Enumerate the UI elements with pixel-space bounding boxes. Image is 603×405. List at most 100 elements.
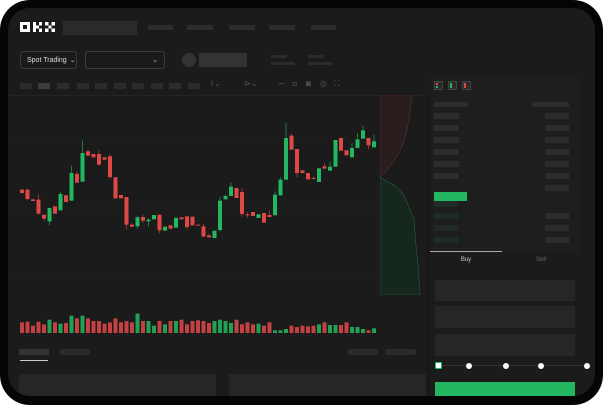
volume-bar — [97, 321, 101, 333]
slider-stop[interactable] — [503, 363, 509, 369]
filter-button[interactable] — [386, 349, 416, 355]
timeframe-button[interactable] — [151, 83, 163, 89]
tab-buy[interactable]: Buy — [460, 257, 472, 263]
volume-bar — [201, 321, 206, 333]
candle-body — [157, 214, 162, 231]
fullscreen-icon[interactable]: ⛶ — [334, 79, 340, 88]
nav-item[interactable] — [148, 25, 173, 30]
orderbook-row-placeholder[interactable] — [434, 137, 459, 143]
volume-bar — [306, 326, 310, 333]
orderbook-row-placeholder[interactable] — [434, 125, 459, 131]
buy-button[interactable] — [435, 382, 575, 396]
panel — [19, 374, 216, 396]
orderbook-row-placeholder[interactable] — [545, 113, 569, 119]
candle-body — [36, 199, 41, 214]
volume-bar — [157, 321, 162, 333]
divider — [428, 95, 429, 395]
trading-mode-dropdown[interactable]: Spot Trading ⌄ — [20, 51, 77, 69]
orderbook-row-placeholder[interactable] — [434, 113, 459, 119]
orderbook-row-placeholder[interactable] — [545, 237, 569, 243]
volume-bar — [168, 321, 173, 333]
stat-value — [308, 62, 332, 65]
orderbook-row-placeholder[interactable] — [434, 173, 459, 179]
nav-item[interactable] — [229, 25, 255, 30]
volume-bar — [47, 319, 52, 333]
candle-body — [31, 199, 35, 201]
okx-logo[interactable] — [20, 22, 58, 33]
candle-body — [102, 157, 107, 160]
slider-stop[interactable] — [538, 363, 544, 369]
orderbook-row-placeholder[interactable] — [434, 149, 459, 155]
filter-button[interactable] — [348, 349, 378, 355]
volume-bar — [53, 322, 57, 333]
nav-item[interactable] — [187, 25, 213, 30]
timeframe-button[interactable] — [114, 83, 126, 89]
settings-icon[interactable]: ◎ — [320, 79, 327, 88]
orderbook-row-placeholder[interactable] — [545, 225, 569, 231]
timeframe-button[interactable] — [20, 83, 32, 89]
orderbook-row-placeholder[interactable] — [545, 125, 569, 131]
timeframe-button[interactable] — [57, 83, 69, 89]
timeframe-button[interactable] — [132, 83, 144, 89]
timeframe-button-active[interactable] — [38, 83, 50, 89]
volume-bar — [317, 324, 321, 333]
indicator-icon[interactable]: ⊳⌄ — [244, 79, 258, 88]
candle-type-icon[interactable]: ⌇⌄ — [210, 79, 221, 88]
orderbook-row-placeholder[interactable] — [532, 102, 569, 107]
slider-stop[interactable] — [584, 363, 590, 369]
candle-body — [311, 178, 316, 179]
pair-dropdown[interactable]: ⌄ — [85, 51, 165, 69]
orderbook-row-placeholder[interactable] — [545, 161, 569, 167]
candle-body — [108, 156, 112, 178]
tab-sell[interactable]: Sell — [535, 257, 546, 263]
candle-body — [201, 226, 206, 237]
volume-bar — [355, 327, 360, 333]
volume-bar — [366, 330, 371, 333]
orderbook-row-placeholder[interactable] — [434, 237, 458, 243]
orderbook-view-toggle[interactable] — [434, 81, 474, 91]
stat-label — [271, 55, 287, 58]
tab-open-orders[interactable] — [19, 349, 49, 355]
tab-order-history[interactable] — [60, 349, 90, 355]
nav-item[interactable] — [269, 25, 295, 30]
slider-handle[interactable] — [435, 362, 442, 369]
orderbook-row-placeholder[interactable] — [545, 173, 569, 179]
timeframe-button[interactable] — [77, 83, 89, 89]
ruler-icon[interactable]: ⧄ — [292, 79, 298, 88]
candle-body — [234, 188, 239, 198]
timeframe-button[interactable] — [169, 83, 181, 89]
amount-input[interactable] — [435, 306, 575, 328]
volume-bar — [124, 321, 129, 333]
volume-bar — [174, 321, 178, 333]
orderbook-row-placeholder[interactable] — [434, 225, 458, 231]
candlestick-chart[interactable] — [8, 95, 428, 335]
candle-body — [152, 215, 156, 220]
price-input[interactable] — [435, 280, 575, 301]
slider-stop[interactable] — [466, 363, 472, 369]
ask-depth-area — [380, 95, 413, 178]
candle-body — [372, 141, 376, 148]
slider-track[interactable] — [438, 365, 588, 366]
orderbook-row-placeholder[interactable] — [545, 137, 569, 143]
timeframe-button[interactable] — [95, 83, 107, 89]
candle-body — [262, 213, 266, 223]
nav-item[interactable] — [311, 25, 336, 30]
coin-icon — [182, 53, 196, 67]
total-input[interactable] — [435, 334, 575, 356]
search-placeholder[interactable] — [63, 21, 137, 35]
timeframe-button[interactable] — [188, 83, 200, 89]
orderbook-row-placeholder[interactable] — [434, 213, 458, 219]
orderbook-row-placeholder[interactable] — [434, 201, 458, 207]
volume-bar — [245, 322, 250, 333]
candle-body — [168, 225, 173, 229]
orderbook-row-placeholder[interactable] — [545, 185, 569, 191]
candle-body — [366, 138, 371, 146]
orderbook-row-placeholder[interactable] — [545, 213, 569, 219]
app-screen: Spot Trading ⌄ ⌄ ⌇⌄ ⊳⌄ ∼ ⧄ ◙ ◎ ⛶ Buy — [8, 8, 595, 396]
orderbook-row-placeholder[interactable] — [545, 149, 569, 155]
camera-icon[interactable]: ◙ — [306, 79, 311, 88]
orderbook-row-placeholder[interactable] — [434, 161, 459, 167]
volume-bar — [130, 322, 134, 333]
line-icon[interactable]: ∼ — [278, 79, 285, 88]
orderbook-row-placeholder[interactable] — [434, 102, 468, 107]
